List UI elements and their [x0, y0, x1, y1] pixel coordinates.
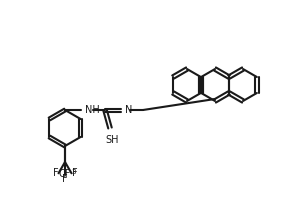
Text: F: F	[53, 168, 58, 178]
Text: F: F	[72, 168, 77, 178]
Text: 3: 3	[71, 169, 76, 175]
Text: N: N	[125, 105, 132, 115]
Text: SH: SH	[105, 135, 119, 145]
Text: F: F	[62, 174, 68, 184]
Text: NH: NH	[85, 105, 100, 115]
Text: CF: CF	[59, 169, 71, 179]
